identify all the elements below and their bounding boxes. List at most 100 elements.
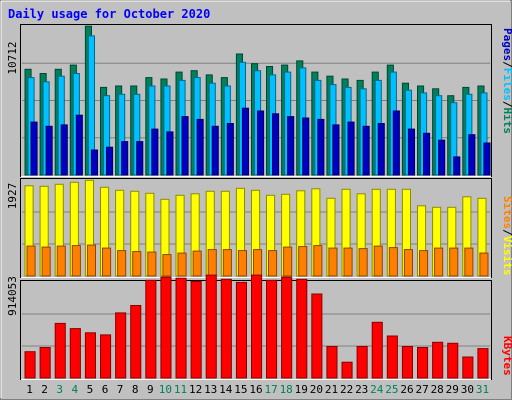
legend-top-item-4: Hits bbox=[501, 108, 512, 135]
bar-kbytes-day-2 bbox=[39, 347, 51, 379]
panel-bottom-bars bbox=[24, 274, 489, 379]
bar-sites-day-30 bbox=[464, 247, 474, 277]
bar-sites-day-29 bbox=[449, 247, 459, 277]
bar-kbytes-day-15 bbox=[235, 281, 247, 379]
bar-kbytes-day-12 bbox=[190, 280, 202, 379]
bar-kbytes-day-11 bbox=[175, 277, 187, 379]
bar-sites-day-23 bbox=[358, 248, 368, 277]
bar-kbytes-day-14 bbox=[220, 278, 232, 379]
panel-top-legend: Pages/Files/Hits bbox=[501, 28, 512, 134]
day-label-21: 21 bbox=[325, 383, 338, 396]
bar-pages-day-21 bbox=[332, 124, 340, 176]
day-label-31: 31 bbox=[476, 383, 489, 396]
bar-pages-day-8 bbox=[136, 141, 144, 176]
day-label-24: 24 bbox=[370, 383, 384, 396]
bar-sites-day-17 bbox=[268, 250, 278, 277]
bar-sites-day-9 bbox=[147, 251, 157, 277]
bar-pages-day-2 bbox=[45, 125, 53, 176]
day-label-18: 18 bbox=[280, 383, 293, 396]
legend-top-item-0: Pages bbox=[501, 28, 512, 61]
legend-middle-item-1: / bbox=[501, 229, 512, 236]
bar-sites-day-7 bbox=[117, 250, 127, 277]
day-label-20: 20 bbox=[310, 383, 323, 396]
legend-top-item-2: Files bbox=[501, 68, 512, 101]
day-label-19: 19 bbox=[295, 383, 308, 396]
bar-pages-day-30 bbox=[468, 134, 476, 176]
day-label-4: 4 bbox=[71, 383, 78, 396]
day-label-14: 14 bbox=[219, 383, 233, 396]
x-axis-day-labels: 1 2 3 4 5 6 7 8 9 10 11 12 13 14 15 16 17 18 19 20 21 22 23 24 2… bbox=[26, 383, 489, 396]
day-label-17: 17 bbox=[264, 383, 277, 396]
panel-middle-max-label: 1927 bbox=[6, 183, 19, 210]
bar-sites-day-31 bbox=[479, 252, 489, 277]
bar-pages-day-6 bbox=[106, 146, 114, 176]
bar-kbytes-day-5 bbox=[84, 332, 97, 379]
bar-pages-day-25 bbox=[392, 110, 400, 176]
bar-kbytes-day-1 bbox=[24, 351, 36, 379]
day-label-28: 28 bbox=[431, 383, 444, 396]
bar-kbytes-day-4 bbox=[69, 328, 81, 379]
day-label-22: 22 bbox=[340, 383, 353, 396]
bar-sites-day-10 bbox=[162, 254, 172, 277]
bar-sites-day-6 bbox=[102, 247, 112, 277]
day-label-30: 30 bbox=[461, 383, 474, 396]
bar-pages-day-15 bbox=[241, 107, 249, 176]
day-label-2: 2 bbox=[41, 383, 48, 396]
bar-sites-day-12 bbox=[192, 250, 202, 277]
bar-pages-day-13 bbox=[211, 125, 219, 176]
bar-pages-day-1 bbox=[30, 121, 38, 176]
bar-sites-day-18 bbox=[283, 246, 293, 277]
day-label-3: 3 bbox=[56, 383, 63, 396]
bar-sites-day-14 bbox=[222, 249, 232, 277]
bar-kbytes-day-23 bbox=[356, 346, 368, 379]
legend-top-item-1: / bbox=[501, 61, 512, 68]
bar-kbytes-day-18 bbox=[281, 276, 293, 379]
bar-pages-day-9 bbox=[151, 128, 159, 176]
day-label-29: 29 bbox=[446, 383, 459, 396]
legend-middle-item-2: Visits bbox=[501, 236, 512, 276]
panel-bottom-max-label: 914053 bbox=[6, 276, 19, 316]
bar-pages-day-4 bbox=[75, 114, 83, 176]
bar-sites-day-25 bbox=[388, 247, 398, 277]
day-label-6: 6 bbox=[102, 383, 109, 396]
bar-pages-day-31 bbox=[483, 142, 491, 176]
bar-pages-day-22 bbox=[347, 121, 355, 176]
day-label-27: 27 bbox=[415, 383, 428, 396]
panel-bottom-legend: KBytes bbox=[501, 336, 512, 376]
day-label-8: 8 bbox=[132, 383, 139, 396]
bar-kbytes-day-9 bbox=[145, 279, 157, 379]
bar-pages-day-18 bbox=[287, 116, 295, 176]
bar-sites-day-5 bbox=[86, 244, 97, 277]
bar-pages-day-5 bbox=[90, 149, 99, 176]
bar-kbytes-day-6 bbox=[100, 334, 112, 379]
bar-sites-day-3 bbox=[56, 245, 66, 277]
bar-sites-day-2 bbox=[41, 246, 51, 277]
bar-pages-day-16 bbox=[257, 110, 265, 176]
bar-sites-day-1 bbox=[26, 245, 36, 277]
day-label-23: 23 bbox=[355, 383, 368, 396]
day-label-5: 5 bbox=[87, 383, 94, 396]
bar-pages-day-20 bbox=[317, 118, 325, 176]
bar-kbytes-day-10 bbox=[160, 276, 172, 379]
bar-kbytes-day-8 bbox=[130, 305, 142, 379]
bar-pages-day-7 bbox=[121, 141, 129, 176]
bar-sites-day-24 bbox=[373, 245, 383, 277]
bar-kbytes-day-24 bbox=[371, 321, 383, 379]
day-label-13: 13 bbox=[204, 383, 217, 396]
bar-sites-day-8 bbox=[132, 251, 142, 277]
bar-sites-day-13 bbox=[207, 249, 217, 277]
bar-sites-day-21 bbox=[328, 247, 338, 277]
bar-pages-day-27 bbox=[423, 132, 431, 176]
bar-kbytes-day-20 bbox=[311, 293, 323, 379]
bar-sites-day-20 bbox=[313, 245, 323, 277]
chart-title: Daily usage for October 2020 bbox=[8, 7, 210, 21]
day-label-9: 9 bbox=[147, 383, 154, 396]
bar-sites-day-11 bbox=[177, 252, 187, 277]
panel-top-max-label: 10712 bbox=[6, 41, 19, 74]
bar-sites-day-26 bbox=[403, 249, 413, 277]
bar-sites-day-16 bbox=[253, 249, 263, 277]
bar-pages-day-24 bbox=[377, 123, 385, 176]
bar-kbytes-day-29 bbox=[447, 342, 459, 379]
day-label-1: 1 bbox=[26, 383, 33, 396]
